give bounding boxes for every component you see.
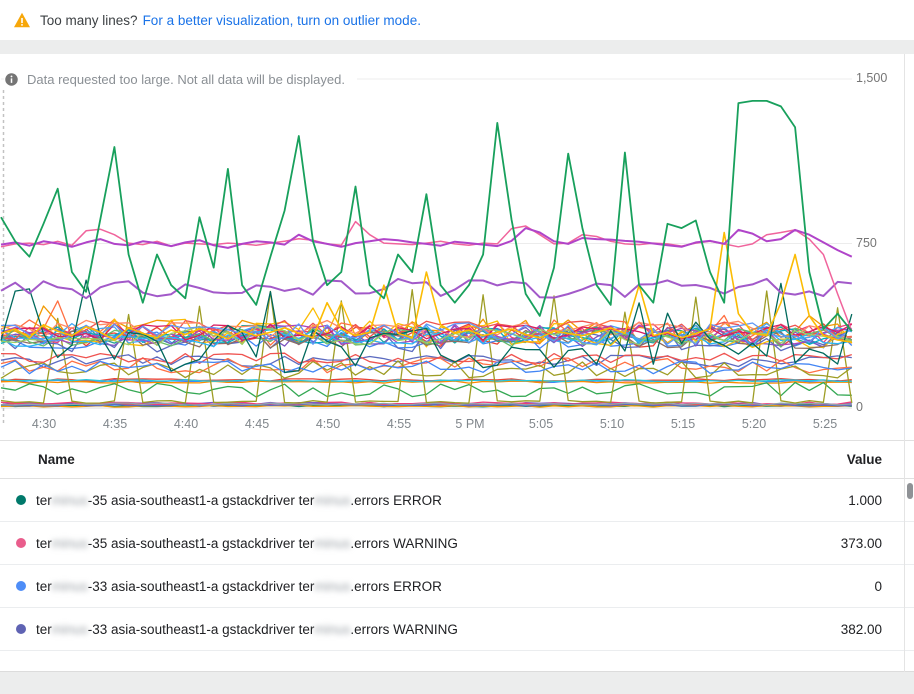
series-name: terminus-35 asia-southeast1-a gstackdriv… — [36, 535, 458, 551]
series-line-mid-olive — [0, 360, 853, 379]
series-line-purple-meander — [0, 277, 852, 300]
y-axis-tick-750: 750 — [856, 236, 877, 250]
series-line-mid-blue — [0, 360, 852, 375]
x-axis-tick-label: 5:10 — [599, 417, 625, 431]
series-line-olive-comb — [0, 289, 853, 404]
x-axis-tick-label: 4:50 — [315, 417, 341, 431]
series-color-dot — [16, 624, 26, 634]
x-axis-tick-label: 4:40 — [173, 417, 199, 431]
series-line-magenta-steady-750 — [0, 227, 853, 258]
notice-text: Data requested too large. Not all data w… — [27, 71, 345, 87]
series-value: 373.00 — [840, 535, 882, 551]
legend-header-row: Name Value — [0, 441, 914, 479]
legend-table: Name Value terminus-35 asia-southeast1-a… — [0, 441, 914, 651]
legend-row[interactable]: terminus-35 asia-southeast1-a gstackdriv… — [0, 522, 914, 565]
x-axis-tick-label: 5 PM — [455, 417, 485, 431]
spacer-strip — [0, 40, 914, 54]
warning-icon — [14, 12, 30, 28]
too-many-lines-banner: Too many lines? For a better visualizati… — [0, 0, 914, 40]
legend-scrollbar[interactable] — [904, 54, 914, 672]
series-line-flat-cyan — [0, 378, 852, 383]
x-axis-tick-label: 5:25 — [812, 417, 838, 431]
series-name: terminus-33 asia-southeast1-a gstackdriv… — [36, 578, 442, 594]
bottom-spacer — [0, 673, 914, 694]
series-line-tangle-brown — [0, 329, 853, 349]
redacted-text: minus — [314, 535, 351, 551]
series-value: 1.000 — [848, 492, 882, 508]
x-axis-tick-label: 4:30 — [31, 417, 57, 431]
data-too-large-notice: Data requested too large. Not all data w… — [4, 68, 357, 90]
legend-header-value: Value — [846, 452, 882, 467]
series-value: 0 — [874, 578, 882, 594]
series-name: terminus-33 asia-southeast1-a gstackdriv… — [36, 621, 458, 637]
x-axis: 4:30 4:35 4:40 4:45 4:50 4:55 5 PM 5:05 5:10 5:15… — [0, 417, 860, 433]
x-axis-tick-label: 4:35 — [102, 417, 128, 431]
series-line-green-spiky — [0, 99, 853, 332]
series-line-green-step-low — [0, 381, 852, 398]
series-line-tangle-skyblue — [0, 328, 852, 348]
scrollbar-thumb[interactable] — [907, 483, 913, 499]
redacted-text: minus — [51, 578, 88, 594]
series-color-dot — [16, 581, 26, 591]
legend-row[interactable]: terminus-33 asia-southeast1-a gstackdriv… — [0, 565, 914, 608]
redacted-text: minus — [314, 578, 351, 594]
legend-row[interactable]: terminus-33 asia-southeast1-a gstackdriv… — [0, 608, 914, 651]
x-axis-tick-label: 5:05 — [528, 417, 554, 431]
series-line-yellow-spiky — [0, 231, 852, 343]
x-axis-tick-label: 5:15 — [670, 417, 696, 431]
series-color-dot — [16, 495, 26, 505]
y-axis-tick-0: 0 — [856, 400, 863, 414]
timeseries-chart[interactable] — [0, 70, 860, 430]
series-name: terminus-35 asia-southeast1-a gstackdriv… — [36, 492, 442, 508]
series-line-tangle-green — [0, 327, 852, 348]
legend-divider — [0, 440, 914, 441]
series-color-dot — [16, 538, 26, 548]
legend-row[interactable]: terminus-35 asia-southeast1-a gstackdriv… — [0, 479, 914, 522]
redacted-text: minus — [51, 621, 88, 637]
redacted-text: minus — [314, 621, 351, 637]
x-axis-tick-label: 4:45 — [244, 417, 270, 431]
chart-card: Data requested too large. Not all data w… — [0, 54, 914, 672]
y-axis-tick-1500: 1,500 — [856, 71, 888, 85]
redacted-text: minus — [51, 535, 88, 551]
legend-header-name: Name — [38, 452, 75, 467]
x-axis-tick-label: 4:55 — [386, 417, 412, 431]
redacted-text: minus — [51, 492, 88, 508]
info-icon — [5, 72, 18, 86]
redacted-text: minus — [314, 492, 351, 508]
banner-title: Too many lines? — [40, 12, 138, 28]
series-line-mid-red — [0, 352, 852, 365]
x-axis-tick-label: 5:20 — [741, 417, 767, 431]
series-value: 382.00 — [840, 621, 882, 637]
outlier-mode-link[interactable]: For a better visualization, turn on outl… — [142, 12, 421, 28]
